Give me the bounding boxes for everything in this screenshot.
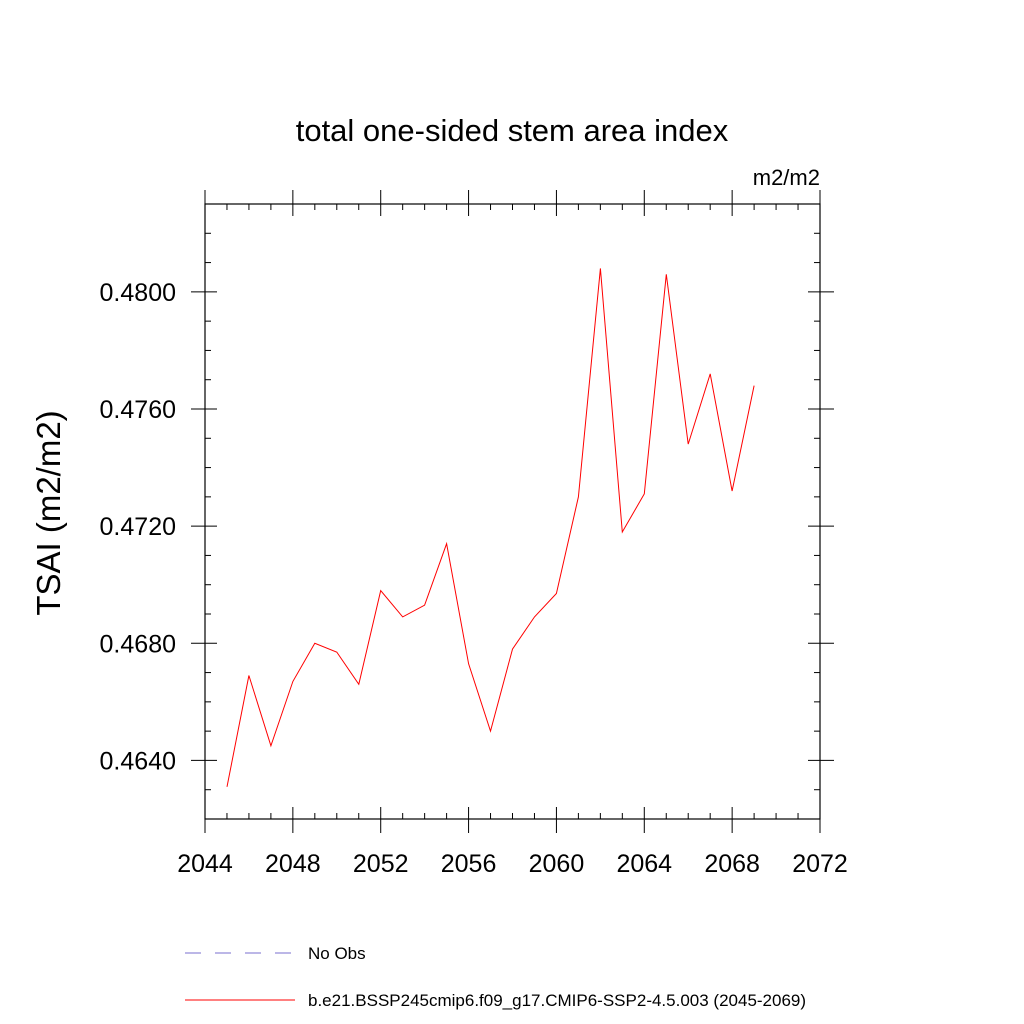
y-tick-label: 0.4720: [100, 513, 176, 541]
axis-tick-labels: 2044 2048 2052 2056 2060 2064 2068 2072 0.4640 0.…: [100, 279, 848, 878]
x-tick-label: 2068: [704, 850, 760, 878]
legend-label-ssp245: b.e21.BSSP245cmip6.f09_g17.CMIP6-SSP2-4.…: [308, 991, 806, 1010]
plot-frame: [204, 203, 821, 820]
legend: No Obs b.e21.BSSP245cmip6.f09_g17.CMIP6-…: [185, 944, 806, 1010]
x-tick-label: 2064: [616, 850, 672, 878]
x-tick-label: 2052: [353, 850, 409, 878]
series-group: [226, 268, 755, 787]
chart-title: total one-sided stem area index: [296, 113, 729, 148]
series-line-ssp245: [226, 268, 755, 787]
y-tick-label: 0.4680: [100, 630, 176, 658]
y-tick-label: 0.4800: [100, 279, 176, 307]
x-tick-label: 2044: [177, 850, 233, 878]
x-tick-label: 2072: [792, 850, 848, 878]
axis-ticks: [191, 190, 834, 833]
y-tick-label: 0.4640: [100, 747, 176, 775]
y-tick-label: 0.4760: [100, 396, 176, 424]
units-label: m2/m2: [753, 165, 820, 190]
legend-label-no-obs: No Obs: [308, 944, 366, 963]
x-tick-label: 2056: [441, 850, 497, 878]
x-tick-label: 2048: [265, 850, 321, 878]
y-axis-label: TSAI (m2/m2): [30, 410, 67, 615]
x-tick-label: 2060: [529, 850, 585, 878]
